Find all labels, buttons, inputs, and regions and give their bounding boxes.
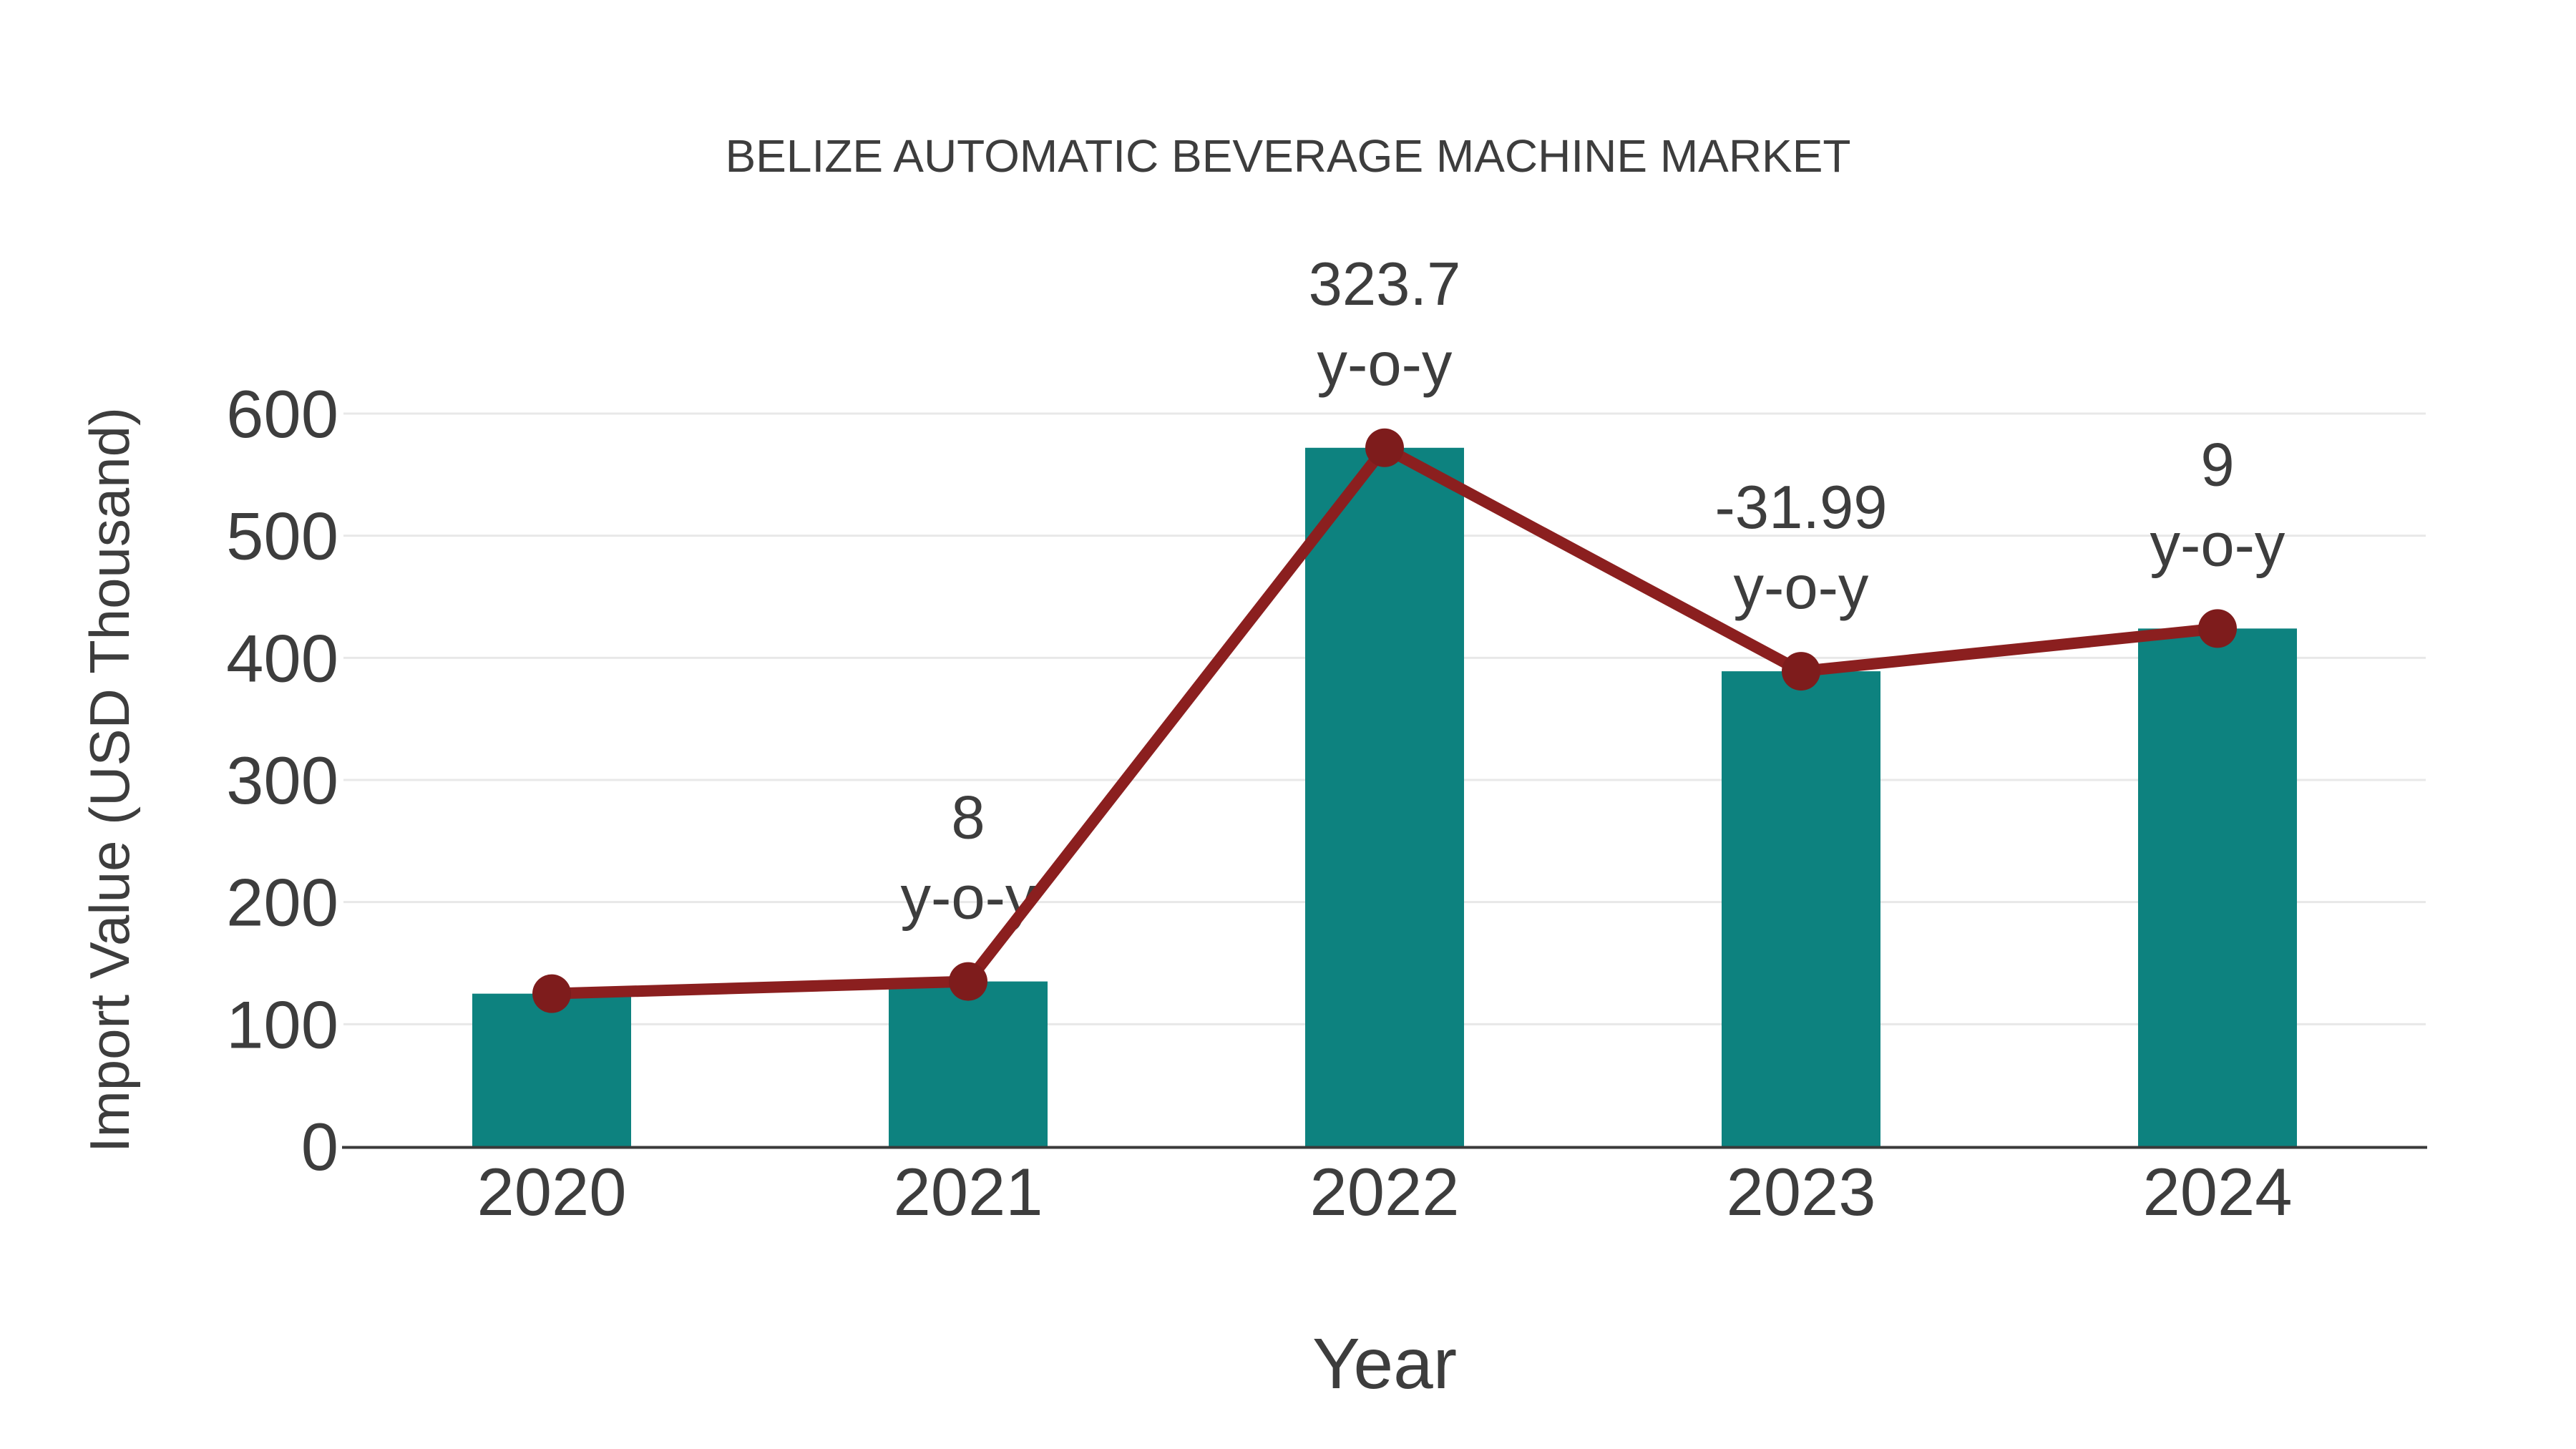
y-tick-label-300: 300: [226, 743, 338, 818]
line-marker-2021: [949, 962, 987, 1001]
bar-2022: [1305, 447, 1464, 1146]
annotation-2024-value: 9: [2200, 431, 2234, 499]
y-axis-title: Import Value (USD Thousand): [78, 407, 141, 1153]
bar-2024: [2138, 628, 2297, 1146]
x-tick-label-2021: 2021: [893, 1154, 1043, 1229]
x-tick-label-2022: 2022: [1309, 1154, 1459, 1229]
x-tick-label-2020: 2020: [477, 1154, 626, 1229]
annotation-2024-suffix: y-o-y: [2150, 511, 2285, 579]
x-axis-title: Year: [1312, 1324, 1457, 1404]
y-tick-label-400: 400: [226, 620, 338, 696]
annotation-2023-suffix: y-o-y: [1734, 554, 1869, 622]
y-tick-label-600: 600: [226, 376, 338, 452]
annotation-2021-value: 8: [951, 784, 985, 852]
bar-2023: [1722, 671, 1880, 1146]
line-marker-2024: [2198, 609, 2237, 648]
annotation-2022-suffix: y-o-y: [1317, 331, 1453, 399]
bar-2021: [889, 981, 1048, 1146]
y-tick-label-200: 200: [226, 865, 338, 940]
x-axis-tick-labels: 2020 2021 2022 2023 2024: [477, 1154, 2292, 1229]
bar-series: [472, 447, 2297, 1146]
y-tick-label-0: 0: [301, 1109, 338, 1184]
y-tick-label-500: 500: [226, 499, 338, 574]
bar-2020: [472, 993, 631, 1146]
chart-title: BELIZE AUTOMATIC BEVERAGE MACHINE MARKET: [725, 130, 1850, 182]
line-series: [532, 428, 2237, 1013]
y-axis-tick-labels: 0 100 200 300 400 500 600: [226, 376, 338, 1184]
line-marker-2023: [1782, 652, 1820, 691]
annotation-2023-value: -31.99: [1714, 474, 1887, 542]
annotation-2022-value: 323.7: [1309, 250, 1461, 318]
line-marker-2022: [1365, 428, 1404, 467]
x-tick-label-2024: 2024: [2142, 1154, 2292, 1229]
y-tick-label-100: 100: [226, 987, 338, 1062]
line-marker-2020: [532, 974, 571, 1013]
x-tick-label-2023: 2023: [1726, 1154, 1875, 1229]
